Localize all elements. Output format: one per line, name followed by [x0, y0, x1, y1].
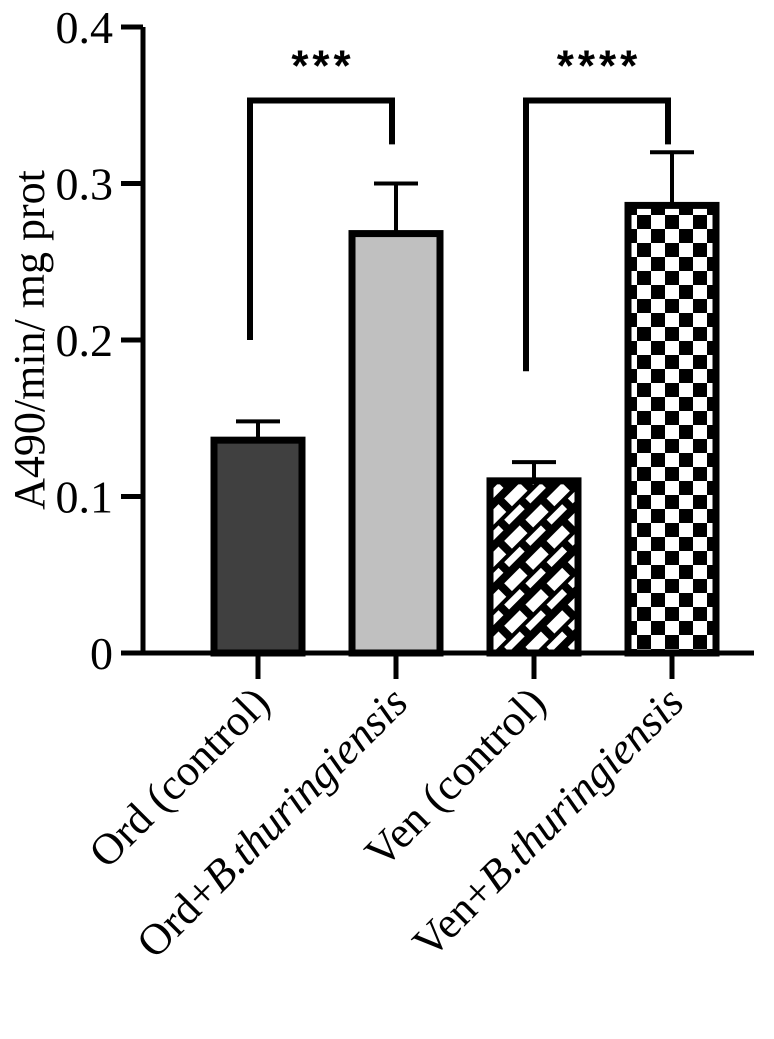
y-tick-label: 0.1: [56, 472, 114, 523]
y-tick-label: 0: [90, 628, 113, 679]
bar: [210, 436, 306, 657]
bar: [486, 477, 582, 657]
significance-bracket: [247, 97, 395, 340]
y-axis: 0 0.1 0.2 0.3 0.4 A490/min/ mg prot: [5, 2, 146, 679]
x-tick-label: Ord+B.thuringiensis: [127, 677, 417, 967]
bar: [348, 230, 444, 657]
y-tick-label: 0.3: [56, 159, 114, 210]
significance-brackets: *** ****: [247, 42, 671, 372]
bars: [210, 201, 720, 657]
bar: [624, 201, 720, 657]
y-tick-label: 0.4: [56, 2, 114, 53]
y-tick-label: 0.2: [56, 315, 114, 366]
y-axis-title: A490/min/ mg prot: [5, 170, 54, 510]
significance-label: ****: [557, 42, 642, 91]
x-tick-label: Ven+B.thuringiensis: [403, 677, 693, 967]
significance-label: ***: [291, 42, 354, 91]
error-bars: [236, 150, 694, 481]
significance-bracket: [523, 97, 671, 372]
